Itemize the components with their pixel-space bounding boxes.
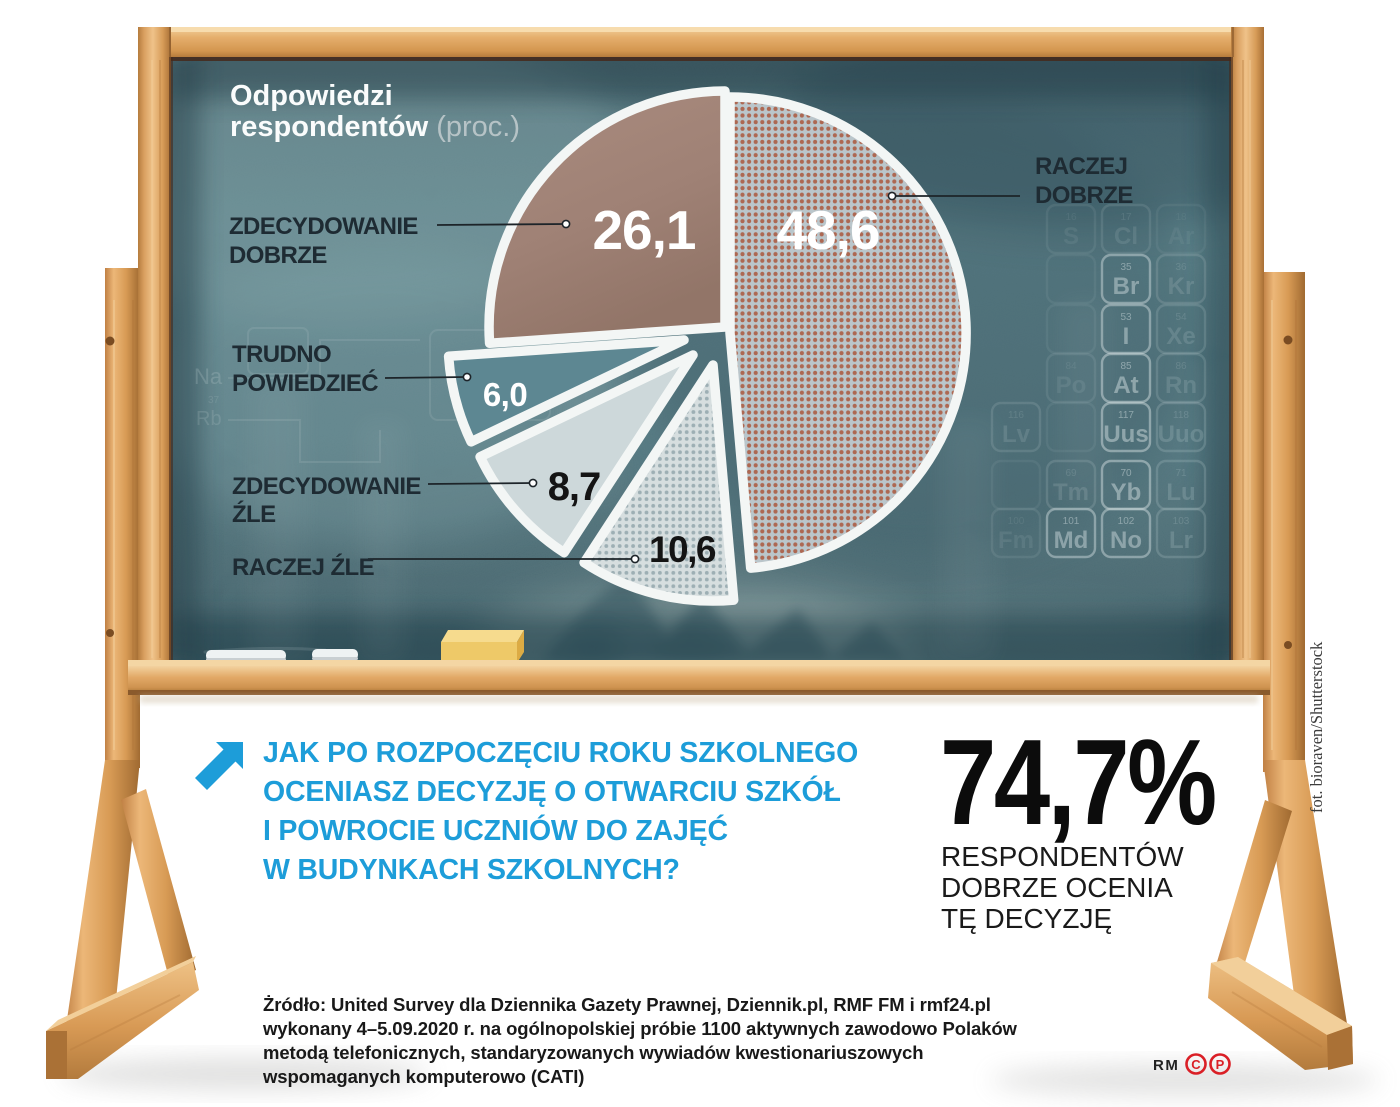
- svg-text:70: 70: [1120, 468, 1132, 479]
- svg-text:10,6: 10,6: [649, 529, 716, 570]
- svg-text:ZDECYDOWANIE: ZDECYDOWANIE: [232, 473, 421, 500]
- svg-text:P: P: [1216, 1057, 1225, 1072]
- svg-text:Lr: Lr: [1169, 527, 1193, 554]
- svg-text:DOBRZE: DOBRZE: [1035, 182, 1133, 209]
- svg-text:53: 53: [1120, 312, 1132, 323]
- svg-text:Po: Po: [1056, 372, 1087, 399]
- svg-text:POWIEDZIEĆ: POWIEDZIEĆ: [232, 369, 378, 397]
- svg-text:102: 102: [1118, 516, 1135, 527]
- svg-text:Fm: Fm: [998, 527, 1034, 554]
- svg-text:37: 37: [208, 395, 220, 406]
- svg-text:17: 17: [1120, 212, 1132, 223]
- svg-text:JAK PO ROZPOCZĘCIU ROKU SZKOLN: JAK PO ROZPOCZĘCIU ROKU SZKOLNEGO: [263, 737, 858, 769]
- svg-text:Rn: Rn: [1165, 372, 1197, 399]
- svg-text:16: 16: [1065, 212, 1077, 223]
- svg-text:48,6: 48,6: [776, 199, 879, 261]
- svg-text:wykonany 4–5.09.2020 r. na ogó: wykonany 4–5.09.2020 r. na ogólnopolskie…: [262, 1018, 1018, 1039]
- svg-text:69: 69: [1065, 468, 1077, 479]
- svg-text:W BUDYNKACH SZKOLNYCH?: W BUDYNKACH SZKOLNYCH?: [263, 854, 680, 886]
- svg-text:Odpowiedzi: Odpowiedzi: [230, 80, 393, 112]
- svg-text:101: 101: [1063, 516, 1080, 527]
- svg-text:74,7%: 74,7%: [940, 714, 1215, 850]
- svg-text:Xe: Xe: [1166, 323, 1195, 350]
- svg-text:6,0: 6,0: [483, 376, 527, 413]
- svg-text:ZDECYDOWANIE: ZDECYDOWANIE: [229, 213, 418, 240]
- svg-text:71: 71: [1175, 468, 1187, 479]
- svg-text:Ar: Ar: [1168, 223, 1195, 250]
- svg-text:Rb: Rb: [196, 408, 222, 430]
- svg-text:RM: RM: [1153, 1057, 1179, 1074]
- svg-text:fot. bioraven/Shutterstock: fot. bioraven/Shutterstock: [1307, 641, 1326, 813]
- svg-text:86: 86: [1175, 361, 1187, 372]
- svg-text:Żródło: United Survey dla Dzie: Żródło: United Survey dla Dziennika Gaze…: [263, 994, 991, 1015]
- svg-text:Lu: Lu: [1166, 479, 1195, 506]
- svg-text:TĘ DECYZJĘ: TĘ DECYZJĘ: [941, 903, 1112, 934]
- svg-text:117: 117: [1118, 410, 1134, 421]
- svg-text:85: 85: [1120, 361, 1132, 372]
- svg-text:S: S: [1063, 223, 1079, 250]
- svg-text:OCENIASZ DECYZJĘ O OTWARCIU SZ: OCENIASZ DECYZJĘ O OTWARCIU SZKÓŁ: [263, 776, 841, 808]
- svg-text:8,7: 8,7: [548, 465, 601, 509]
- svg-text:Br: Br: [1113, 273, 1140, 300]
- svg-text:Kr: Kr: [1168, 273, 1195, 300]
- svg-text:116: 116: [1008, 410, 1024, 421]
- svg-text:I POWROCIE UCZNIÓW DO ZAJĘĆ: I POWROCIE UCZNIÓW DO ZAJĘĆ: [263, 815, 728, 847]
- svg-text:Uuo: Uuo: [1158, 421, 1205, 448]
- svg-text:26,1: 26,1: [592, 199, 695, 261]
- svg-text:Yb: Yb: [1111, 479, 1142, 506]
- svg-text:RACZEJ: RACZEJ: [1035, 153, 1127, 180]
- svg-text:36: 36: [1175, 262, 1187, 273]
- svg-text:ŹLE: ŹLE: [232, 500, 276, 528]
- svg-text:Uus: Uus: [1103, 421, 1148, 448]
- svg-text:54: 54: [1175, 312, 1187, 323]
- svg-text:I: I: [1123, 323, 1130, 350]
- svg-text:metodą telefonicznych, standar: metodą telefonicznych, standaryzowanych …: [263, 1042, 923, 1063]
- svg-text:Na: Na: [194, 364, 223, 389]
- svg-text:Cl: Cl: [1114, 223, 1138, 250]
- svg-text:RESPONDENTÓW: RESPONDENTÓW: [941, 841, 1184, 872]
- svg-text:Md: Md: [1054, 527, 1089, 554]
- svg-text:35: 35: [1120, 262, 1132, 273]
- svg-text:Lv: Lv: [1002, 421, 1031, 448]
- svg-text:TRUDNO: TRUDNO: [232, 341, 331, 368]
- svg-text:respondentów (proc.): respondentów (proc.): [230, 111, 520, 143]
- svg-text:118: 118: [1173, 410, 1189, 421]
- svg-text:103: 103: [1173, 516, 1190, 527]
- svg-text:wspomaganych komputerowo (CATI: wspomaganych komputerowo (CATI): [262, 1066, 584, 1087]
- svg-text:DOBRZE: DOBRZE: [229, 242, 327, 269]
- svg-text:No: No: [1110, 527, 1142, 554]
- svg-text:18: 18: [1175, 212, 1187, 223]
- svg-text:DOBRZE OCENIA: DOBRZE OCENIA: [941, 872, 1173, 903]
- svg-text:100: 100: [1008, 516, 1025, 527]
- svg-text:RACZEJ ŹLE: RACZEJ ŹLE: [232, 553, 375, 581]
- svg-text:84: 84: [1065, 361, 1077, 372]
- svg-text:At: At: [1113, 372, 1138, 399]
- svg-text:Tm: Tm: [1053, 479, 1089, 506]
- svg-text:C: C: [1191, 1057, 1201, 1072]
